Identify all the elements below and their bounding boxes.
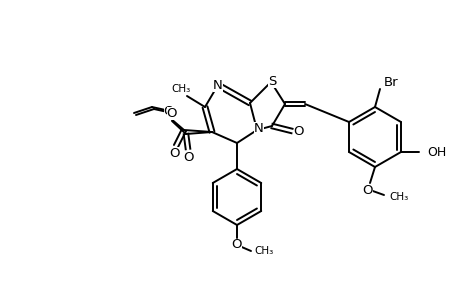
Text: Br: Br [383, 76, 398, 88]
Text: CH₃: CH₃ [388, 192, 408, 202]
Text: N: N [253, 122, 263, 134]
Text: O: O [231, 238, 242, 251]
Text: O: O [163, 104, 174, 118]
Text: CH₃: CH₃ [171, 84, 190, 94]
Text: O: O [362, 184, 372, 196]
Text: O: O [169, 146, 180, 160]
Text: OH: OH [426, 146, 445, 158]
Text: O: O [166, 106, 177, 119]
Text: O: O [183, 151, 194, 164]
Text: S: S [267, 74, 275, 88]
Text: N: N [213, 79, 223, 92]
Text: CH₃: CH₃ [253, 246, 273, 256]
Text: O: O [293, 124, 303, 137]
